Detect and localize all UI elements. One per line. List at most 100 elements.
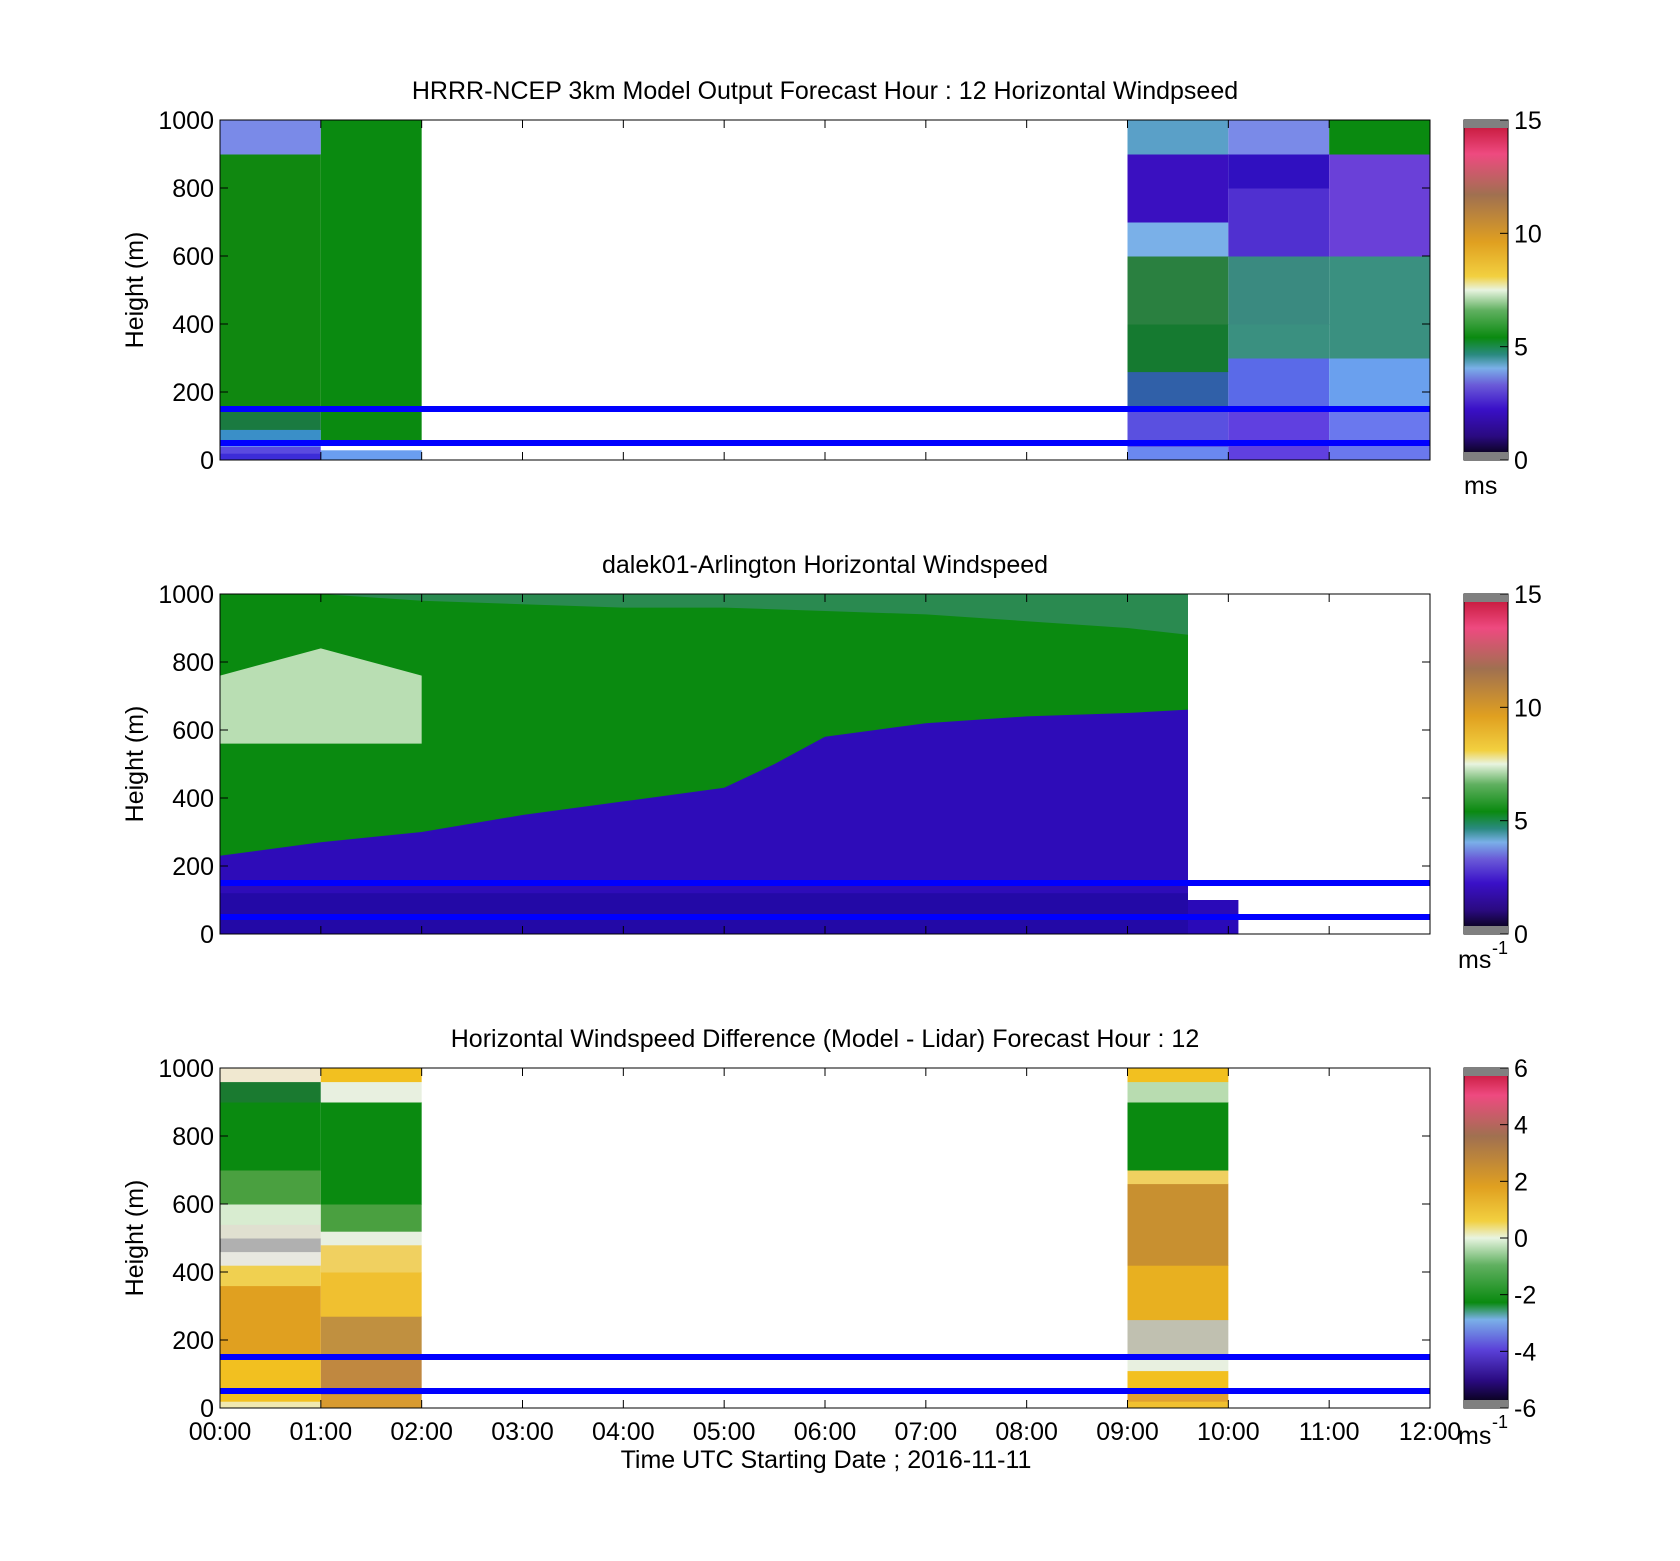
panel-title: dalek01-Arlington Horizontal Windspeed xyxy=(602,551,1048,579)
y-tick-label: 600 xyxy=(172,717,214,745)
y-tick-label: 200 xyxy=(172,1327,214,1355)
lidar-near-surface xyxy=(220,893,1188,934)
y-tick-label: 400 xyxy=(172,1259,214,1287)
heatmap-cell xyxy=(1329,154,1430,257)
data-column-2 xyxy=(320,1068,422,1409)
x-tick-label: 02:00 xyxy=(390,1418,453,1446)
heatmap-cell xyxy=(220,1068,321,1083)
heatmap-cell xyxy=(320,1102,422,1205)
colorbar-tick-label: 0 xyxy=(1514,921,1528,949)
heatmap-cell xyxy=(1329,358,1430,410)
data-column-3 xyxy=(1127,1068,1229,1409)
x-tick-label: 01:00 xyxy=(290,1418,353,1446)
heatmap-cell xyxy=(320,1204,422,1232)
heatmap-cell xyxy=(1127,1081,1229,1103)
heatmap-cell xyxy=(1127,1370,1229,1389)
heatmap-cell xyxy=(320,120,422,441)
heatmap-cell xyxy=(220,429,321,441)
heatmap-cell xyxy=(320,449,422,461)
y-tick-label: 1000 xyxy=(158,1055,214,1083)
heatmap-cell xyxy=(1127,1183,1229,1266)
lidar-layer-low-jet xyxy=(220,709,1188,934)
colorbar-tick-label: 4 xyxy=(1514,1112,1528,1140)
x-tick-label: 10:00 xyxy=(1197,1418,1260,1446)
colorbar-overflow-cap xyxy=(1464,1068,1508,1076)
colorbar: 0 5 10 15 ms -1 xyxy=(1458,581,1542,974)
colorbar-tick-label: 10 xyxy=(1514,220,1542,248)
heatmap-cell xyxy=(1127,1102,1229,1171)
colorbar-overflow-cap xyxy=(1464,594,1508,602)
colorbar-tick-label: 0 xyxy=(1514,447,1528,475)
x-axis-label: Time UTC Starting Date ; 2016-11-11 xyxy=(621,1446,1032,1474)
heatmap-cell xyxy=(1329,120,1430,155)
heatmap-cell xyxy=(220,1401,321,1409)
heatmap-cell xyxy=(1127,120,1229,155)
heatmap-cell xyxy=(1228,188,1330,257)
colorbar-tick-label: 6 xyxy=(1514,1055,1528,1083)
colorbar-tick-label: -2 xyxy=(1514,1282,1536,1310)
heatmap-cell xyxy=(1127,222,1229,257)
heatmap-cell xyxy=(220,1238,321,1253)
colorbar-tick-label: 0 xyxy=(1514,1225,1528,1253)
colorbar: 0 5 10 15 ms xyxy=(1463,107,1542,500)
y-tick-label: 800 xyxy=(172,1123,214,1151)
heatmap-cell xyxy=(320,1316,422,1358)
y-tick-label: 200 xyxy=(172,379,214,407)
data-column-5 xyxy=(1329,120,1430,461)
heatmap-cell xyxy=(220,409,321,430)
colorbar-gradient xyxy=(1463,119,1509,461)
colorbar-unit: ms xyxy=(1458,1422,1491,1450)
y-axis-label: Height (m) xyxy=(121,232,149,349)
y-tick-label: 0 xyxy=(200,1395,214,1423)
y-tick-label: 400 xyxy=(172,785,214,813)
heatmap-cell xyxy=(320,1231,422,1246)
heatmap-cell xyxy=(220,1102,321,1171)
heatmap-cell xyxy=(220,120,321,155)
data-column-1 xyxy=(220,120,321,461)
heatmap-cell xyxy=(1127,1265,1229,1321)
heatmap-cell xyxy=(320,1244,422,1273)
data-column-3 xyxy=(1127,120,1229,461)
panel-title: Horizontal Windspeed Difference (Model -… xyxy=(451,1025,1199,1053)
heatmap-cell xyxy=(1228,120,1330,155)
y-axis-label: Height (m) xyxy=(121,1180,149,1297)
colorbar-tick-label: 15 xyxy=(1514,581,1542,609)
y-tick-label: 800 xyxy=(172,649,214,677)
heatmap-cell xyxy=(1127,256,1229,325)
heatmap-cell xyxy=(1127,1319,1229,1358)
heatmap-cell xyxy=(1228,409,1330,461)
heatmap-cell xyxy=(1228,324,1330,359)
heatmap-cell xyxy=(1228,256,1330,325)
heatmap-cell xyxy=(1228,358,1330,410)
colorbar-tick-label: 10 xyxy=(1514,694,1542,722)
panel-2: 0 200 400 600 800 1000 dalek01-Arlington Horiz… xyxy=(121,551,1542,974)
heatmap-cell xyxy=(1127,446,1229,461)
lidar-layer-light-core xyxy=(220,648,422,744)
data-column-1 xyxy=(220,1068,321,1409)
colorbar-unit: ms xyxy=(1458,946,1491,974)
x-tick-label: 04:00 xyxy=(592,1418,655,1446)
y-tick-label: 600 xyxy=(172,1191,214,1219)
heatmap-cell xyxy=(1329,409,1430,461)
heatmap-cell xyxy=(1127,1170,1229,1185)
heatmap-cell xyxy=(220,1170,321,1205)
y-tick-label: 0 xyxy=(200,447,214,475)
colorbar-unit: ms xyxy=(1464,472,1497,500)
heatmap-cell xyxy=(220,1251,321,1266)
y-axis-label: Height (m) xyxy=(121,706,149,823)
heatmap-cell xyxy=(220,446,321,454)
colorbar-underflow-cap xyxy=(1464,926,1508,934)
heatmap-cell xyxy=(1127,1401,1229,1409)
x-tick-label: 05:00 xyxy=(693,1418,756,1446)
y-tick-label: 400 xyxy=(172,311,214,339)
y-tick-label: 0 xyxy=(200,921,214,949)
x-tick-label: 12:00 xyxy=(1399,1418,1462,1446)
heatmap-cell xyxy=(220,453,321,461)
x-tick-label: 07:00 xyxy=(895,1418,958,1446)
colorbar-tick-label: 5 xyxy=(1514,334,1528,362)
y-tick-label: 800 xyxy=(172,175,214,203)
heatmap-cell xyxy=(220,1081,321,1103)
heatmap-cell xyxy=(220,1224,321,1239)
colorbar-underflow-cap xyxy=(1464,452,1508,460)
